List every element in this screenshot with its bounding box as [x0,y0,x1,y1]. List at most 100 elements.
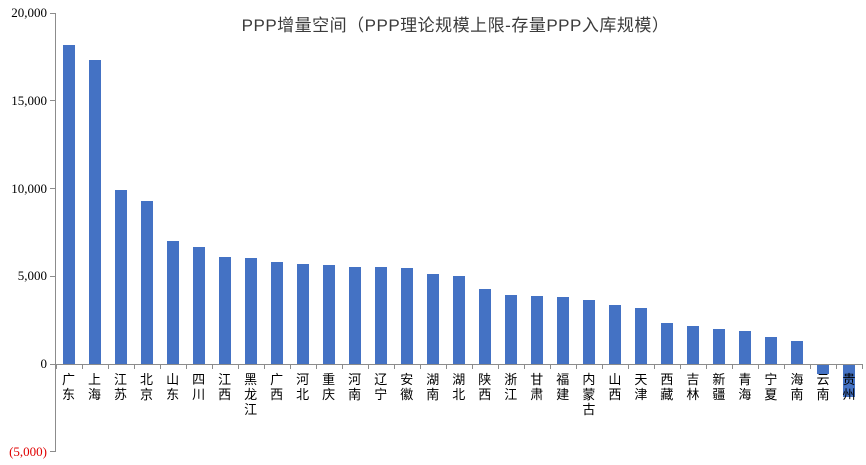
chart-bar [192,247,205,364]
x-tick [575,364,577,369]
x-tick [705,364,707,369]
x-tick [731,364,733,369]
chart-bar [556,297,569,364]
x-axis-label: 北 京 [140,372,154,402]
x-tick [211,364,213,369]
chart-bar [452,276,465,364]
x-axis-label: 四 川 [192,372,206,402]
chart-bar [790,341,803,364]
chart-bar [140,200,153,364]
chart-bar [686,326,699,364]
chart-bar [608,305,621,364]
chart-bar [114,190,127,364]
x-tick [601,364,603,369]
y-tick [49,363,56,365]
chart-bar [660,322,673,364]
chart-bar [244,257,257,364]
x-axis-label: 福 建 [556,372,570,402]
chart-bar [738,330,751,364]
y-axis-label: 0 [40,356,48,371]
chart-bar [296,263,309,364]
x-axis-label: 黑 龙 江 [244,372,258,417]
x-axis-label: 山 东 [166,372,180,402]
chart-bar [478,289,491,364]
chart-bar [400,268,413,364]
y-tick [49,451,56,453]
x-axis-label: 海 南 [790,372,804,402]
x-tick [757,364,759,369]
chart-bar [842,365,855,397]
x-axis-label: 甘 肃 [530,372,544,402]
y-tick [49,12,56,14]
x-tick [341,364,343,369]
x-tick [289,364,291,369]
y-axis-label: (5,000) [9,443,47,459]
chart-bar [426,274,439,364]
x-axis-line [55,364,862,365]
x-axis-label: 上 海 [88,372,102,402]
x-tick [107,364,109,369]
x-tick [81,364,83,369]
x-tick [393,364,395,369]
x-axis-label: 广 西 [270,372,284,402]
x-axis-label: 辽 宁 [374,372,388,402]
x-tick [185,364,187,369]
x-axis-label: 宁 夏 [764,372,778,402]
x-tick [835,364,837,369]
x-tick [367,364,369,369]
x-axis-label: 湖 南 [426,372,440,402]
x-axis-label: 吉 林 [686,372,700,402]
x-tick [497,364,499,369]
x-tick [263,364,265,369]
x-axis-label: 西 藏 [660,372,674,402]
y-axis-label: 15,000 [11,92,47,108]
chart-bar [62,44,75,364]
x-tick [445,364,447,369]
x-axis-label: 河 北 [296,372,310,402]
x-axis-label: 江 苏 [114,372,128,402]
chart-bar [712,328,725,364]
x-tick [809,364,811,369]
x-tick [471,364,473,369]
chart-bar [218,256,231,364]
x-tick [159,364,161,369]
x-tick [523,364,525,369]
x-tick [679,364,681,369]
y-axis-label: 10,000 [11,180,47,196]
x-tick [549,364,551,369]
chart-bar [348,266,361,364]
x-axis-label: 天 津 [634,372,648,402]
x-tick [653,364,655,369]
x-tick [419,364,421,369]
chart-bar [374,267,387,364]
chart-bar [504,294,517,364]
x-axis-label: 青 海 [738,372,752,402]
x-tick [55,364,57,369]
chart-bar [764,336,777,364]
x-axis-label: 重 庆 [322,372,336,402]
chart-title: PPP增量空间（PPP理论规模上限-存量PPP入库规模） [241,16,670,35]
x-axis-label: 湖 北 [452,372,466,402]
x-axis-label: 内 蒙 古 [582,372,596,417]
x-axis-label: 浙 江 [504,372,518,402]
x-tick [862,364,863,369]
x-axis-label: 山 西 [608,372,622,402]
x-tick [783,364,785,369]
x-axis-label: 广 东 [62,372,76,402]
chart-bar [634,307,647,364]
x-tick [627,364,629,369]
x-axis-label: 云 南 [816,372,830,402]
y-axis-line [55,13,56,452]
y-tick [49,100,56,102]
y-axis-label: 5,000 [17,268,47,284]
chart-bar [530,295,543,364]
x-tick [133,364,135,369]
chart-bar [582,299,595,364]
x-axis-label: 新 疆 [712,372,726,402]
y-axis-label: 20,000 [11,5,47,20]
y-tick [49,188,56,189]
chart-bar [166,241,179,364]
chart-bar [322,264,335,364]
x-tick [237,364,239,369]
